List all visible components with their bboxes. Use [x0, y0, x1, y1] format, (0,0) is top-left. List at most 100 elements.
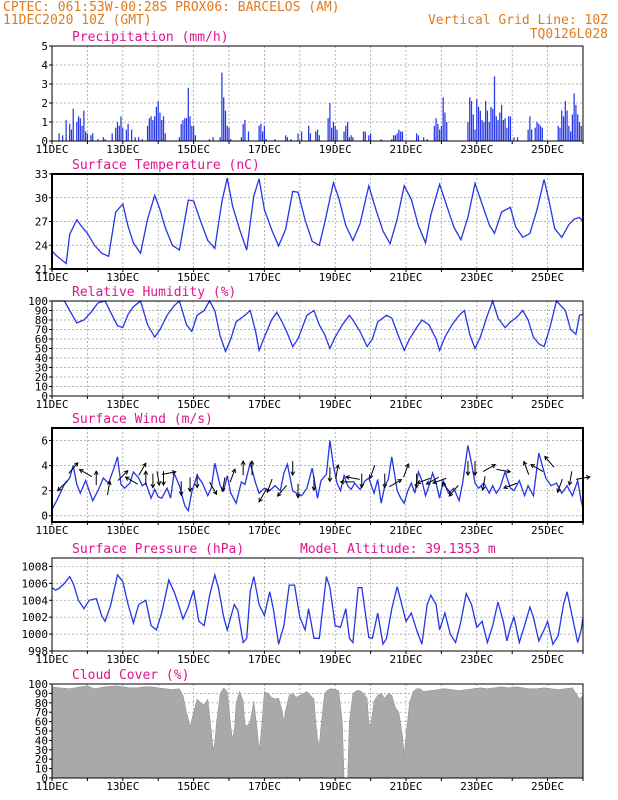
precip-bar	[165, 133, 166, 141]
precip-bar	[402, 132, 403, 142]
x-tick-label: 23DEC	[460, 780, 493, 793]
wind-arrow	[568, 471, 572, 485]
precip-bar	[496, 116, 497, 141]
x-tick-label: 19DEC	[319, 653, 352, 666]
precip-bar	[568, 126, 569, 141]
wind-arrow	[346, 476, 360, 480]
x-tick-label: 17DEC	[248, 398, 281, 411]
wind-arrow-shaft	[69, 463, 78, 474]
precip-bar	[566, 111, 567, 141]
precip-bar	[490, 107, 491, 141]
precip-bar	[260, 124, 261, 141]
precip-bar	[335, 126, 336, 141]
precip-bar	[572, 114, 573, 141]
precip-bar	[444, 113, 445, 142]
precip-bar	[559, 128, 560, 141]
precip-bar	[370, 133, 371, 141]
precip-bar	[473, 114, 474, 141]
precip-bar	[308, 126, 309, 141]
panel-6: Cloud Cover (%)11DEC13DEC15DEC17DEC19DEC…	[28, 668, 583, 793]
wind-arrow	[360, 474, 364, 488]
y-tick-label: 6	[41, 435, 48, 448]
panel-title: Relative Humidity (%)	[72, 285, 236, 300]
x-tick-label: 15DEC	[177, 143, 210, 156]
precip-bar	[73, 109, 74, 141]
y-tick-label: 30	[35, 192, 48, 205]
precip-bar	[58, 133, 59, 141]
precip-bar	[439, 130, 440, 141]
wind-arrow	[523, 462, 528, 475]
y-tick-label: 1004	[22, 594, 49, 607]
x-tick-label: 23DEC	[460, 271, 493, 284]
x-tick-label: 23DEC	[460, 398, 493, 411]
precip-bar	[577, 114, 578, 141]
x-tick-label: 19DEC	[319, 524, 352, 537]
wind-arrow	[473, 461, 477, 475]
precip-bar	[179, 137, 180, 141]
precip-bar	[563, 116, 564, 141]
precip-bar	[92, 133, 93, 141]
wind-arrow	[144, 471, 148, 485]
precip-bar	[485, 101, 486, 141]
precip-bar	[71, 130, 72, 141]
x-tick-label: 23DEC	[460, 653, 493, 666]
precip-bar	[531, 130, 532, 141]
wind-arrow-shaft	[442, 483, 451, 494]
panel-title: Surface Temperature (nC)	[72, 158, 260, 173]
precip-bar	[513, 137, 514, 141]
cloud-area	[52, 686, 583, 778]
wind-arrow	[69, 463, 78, 474]
x-tick-label: 25DEC	[531, 524, 564, 537]
precip-bar	[441, 126, 442, 141]
precip-bar	[343, 132, 344, 142]
wind-arrow	[383, 474, 387, 488]
precip-bar	[497, 120, 498, 141]
precip-bar	[437, 124, 438, 141]
x-tick-label: 25DEC	[531, 780, 564, 793]
precip-bar	[478, 107, 479, 141]
wind-arrow	[151, 474, 155, 488]
precip-bar	[333, 122, 334, 141]
precip-bar	[418, 135, 419, 141]
precip-bar	[191, 126, 192, 141]
wind-arrow	[291, 461, 295, 475]
precip-bar	[400, 132, 401, 142]
wind-arrow	[188, 477, 192, 491]
panel-5: Surface Pressure (hPa)Model Altitude: 39…	[22, 542, 584, 666]
precip-bar	[474, 130, 475, 141]
precip-bar	[329, 103, 330, 141]
panel-title: Cloud Cover (%)	[72, 668, 189, 683]
y-tick-label: 1000	[22, 628, 49, 641]
precip-bar	[528, 130, 529, 141]
y-tick-label: 24	[35, 239, 49, 252]
x-tick-label: 25DEC	[531, 271, 564, 284]
y-tick-label: 3	[41, 78, 48, 91]
precip-bar	[244, 120, 245, 141]
x-tick-label: 13DEC	[106, 653, 139, 666]
wind-arrow	[94, 471, 98, 485]
panel-annotation: Model Altitude: 39.1353 m	[300, 542, 496, 557]
panel-1: Precipitation (mm/h)11DEC13DEC15DEC17DEC…	[35, 30, 583, 156]
panel-frame	[52, 558, 583, 651]
y-tick-label: 0	[41, 135, 48, 148]
series-line	[52, 441, 583, 511]
precip-bar	[506, 128, 507, 141]
precip-bar	[119, 126, 120, 141]
x-tick-label: 13DEC	[106, 780, 139, 793]
precip-bar	[193, 126, 194, 141]
wind-arrow	[496, 469, 510, 473]
wind-arrow	[466, 461, 470, 475]
precip-bar	[297, 133, 298, 141]
precip-bar	[510, 116, 511, 141]
panel-frame	[52, 428, 583, 522]
precip-bar	[182, 120, 183, 141]
precip-bar	[115, 128, 116, 141]
x-tick-label: 21DEC	[389, 398, 422, 411]
precip-bar	[368, 135, 369, 141]
x-tick-label: 13DEC	[106, 143, 139, 156]
precip-bar	[83, 111, 84, 141]
precip-bar	[319, 135, 320, 141]
precip-bar	[285, 135, 286, 141]
precip-bar	[228, 128, 229, 141]
precip-bar	[301, 132, 302, 142]
